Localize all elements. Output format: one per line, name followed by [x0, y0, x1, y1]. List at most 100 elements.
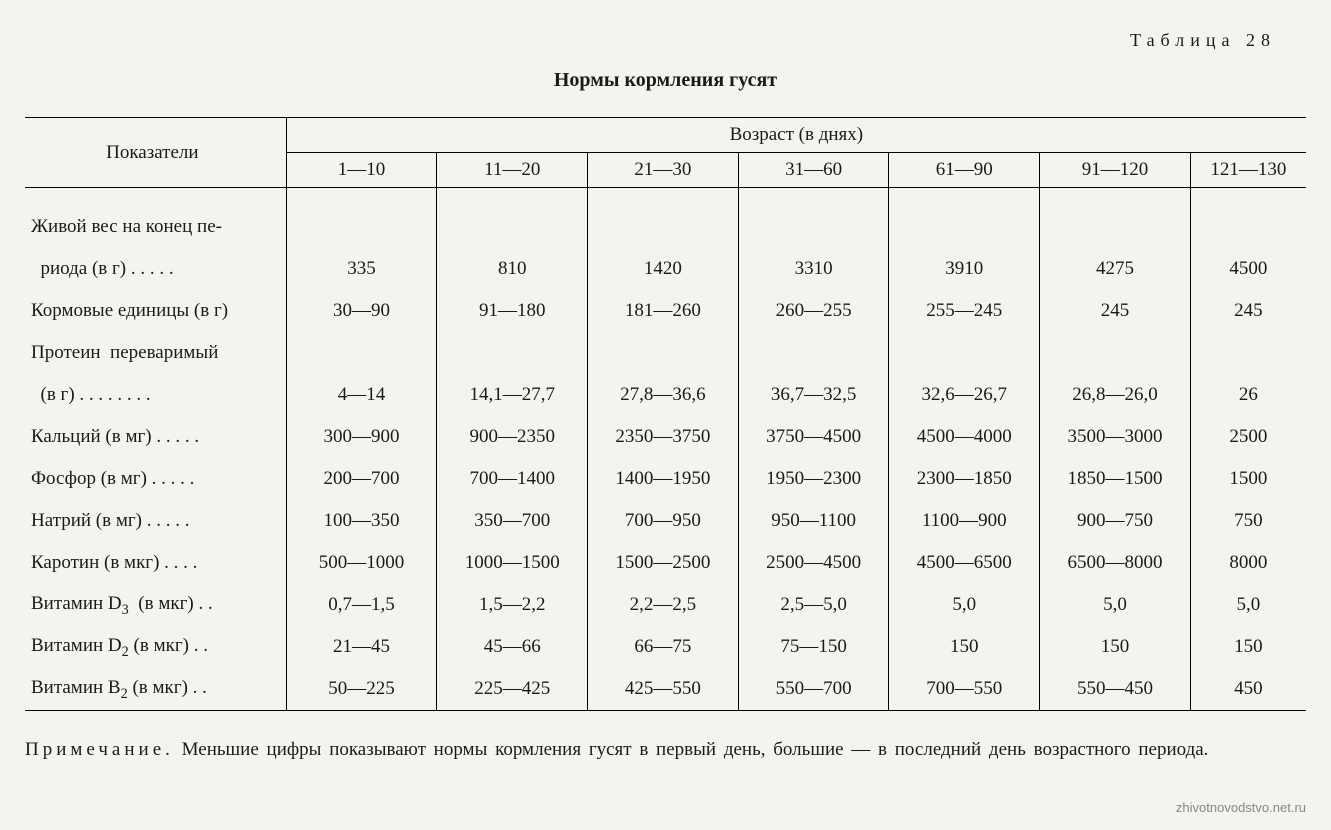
cell: 1500: [1190, 458, 1306, 500]
table-row: (в г) . . . . . . . .4—1414,1—27,727,8—3…: [25, 374, 1306, 416]
cell: [1190, 332, 1306, 374]
cell: 14,1—27,7: [437, 374, 588, 416]
row-label: Витамин B2 (в мкг) . .: [25, 668, 286, 711]
cell: 200—700: [286, 458, 437, 500]
cell: [437, 206, 588, 248]
table-row: Фосфор (в мг) . . . . .200—700700—140014…: [25, 458, 1306, 500]
cell: 255—245: [889, 290, 1040, 332]
table-row: Натрий (в мг) . . . . .100—350350—700700…: [25, 500, 1306, 542]
table-row: Кормовые единицы (в г)30—9091—180181—260…: [25, 290, 1306, 332]
header-age-group: Возраст (в днях): [286, 118, 1306, 153]
cell: [1040, 332, 1191, 374]
header-age-5: 91—120: [1040, 153, 1191, 188]
table-row: Витамин D3 (в мкг) . .0,7—1,51,5—2,22,2—…: [25, 584, 1306, 626]
cell: 225—425: [437, 668, 588, 711]
cell: 2300—1850: [889, 458, 1040, 500]
table-row: Живой вес на конец пе-: [25, 206, 1306, 248]
cell: [738, 332, 889, 374]
table-note: Примечание. Меньшие цифры показывают нор…: [25, 736, 1306, 765]
cell: 3310: [738, 248, 889, 290]
table-header: Показатели Возраст (в днях) 1—10 11—20 2…: [25, 118, 1306, 188]
cell: 1400—1950: [588, 458, 739, 500]
cell: 700—950: [588, 500, 739, 542]
row-label: Кормовые единицы (в г): [25, 290, 286, 332]
table-row: Протеин переваримый: [25, 332, 1306, 374]
cell: 6500—8000: [1040, 542, 1191, 584]
cell: 5,0: [889, 584, 1040, 626]
cell: 1950—2300: [738, 458, 889, 500]
header-age-4: 61—90: [889, 153, 1040, 188]
row-label: Витамин D3 (в мкг) . .: [25, 584, 286, 626]
row-label: риода (в г) . . . . .: [25, 248, 286, 290]
cell: 45—66: [437, 626, 588, 668]
cell: 900—2350: [437, 416, 588, 458]
cell: [1040, 206, 1191, 248]
cell: 150: [1190, 626, 1306, 668]
header-indicators: Показатели: [25, 118, 286, 188]
cell: 5,0: [1040, 584, 1191, 626]
cell: [889, 206, 1040, 248]
cell: 75—150: [738, 626, 889, 668]
cell: 4500: [1190, 248, 1306, 290]
cell: 26,8—26,0: [1040, 374, 1191, 416]
cell: [588, 206, 739, 248]
table-row: риода (в г) . . . . .3358101420331039104…: [25, 248, 1306, 290]
table-label: Таблица 28: [25, 30, 1306, 51]
row-label: Живой вес на конец пе-: [25, 206, 286, 248]
cell: 150: [1040, 626, 1191, 668]
cell: [286, 332, 437, 374]
cell: 100—350: [286, 500, 437, 542]
feeding-norms-table: Показатели Возраст (в днях) 1—10 11—20 2…: [25, 117, 1306, 711]
row-label: Натрий (в мг) . . . . .: [25, 500, 286, 542]
cell: 300—900: [286, 416, 437, 458]
watermark: zhivotnovodstvo.net.ru: [1176, 800, 1306, 815]
row-label: Каротин (в мкг) . . . .: [25, 542, 286, 584]
cell: 5,0: [1190, 584, 1306, 626]
cell: 425—550: [588, 668, 739, 711]
cell: 3750—4500: [738, 416, 889, 458]
cell: 4275: [1040, 248, 1191, 290]
cell: 32,6—26,7: [889, 374, 1040, 416]
cell: 66—75: [588, 626, 739, 668]
cell: 91—180: [437, 290, 588, 332]
row-label: Протеин переваримый: [25, 332, 286, 374]
cell: [889, 332, 1040, 374]
cell: 260—255: [738, 290, 889, 332]
cell: [437, 332, 588, 374]
cell: 550—700: [738, 668, 889, 711]
cell: 245: [1040, 290, 1191, 332]
table-row: Каротин (в мкг) . . . .500—10001000—1500…: [25, 542, 1306, 584]
cell: 900—750: [1040, 500, 1191, 542]
table-row: Кальций (в мг) . . . . .300—900900—23502…: [25, 416, 1306, 458]
cell: 3910: [889, 248, 1040, 290]
table-title: Нормы кормления гусят: [25, 69, 1306, 92]
cell: 3500—3000: [1040, 416, 1191, 458]
cell: 950—1100: [738, 500, 889, 542]
cell: 30—90: [286, 290, 437, 332]
cell: 4500—4000: [889, 416, 1040, 458]
table-body: Живой вес на конец пе- риода (в г) . . .…: [25, 188, 1306, 711]
cell: 181—260: [588, 290, 739, 332]
cell: 0,7—1,5: [286, 584, 437, 626]
cell: 335: [286, 248, 437, 290]
row-label: Фосфор (в мг) . . . . .: [25, 458, 286, 500]
cell: 500—1000: [286, 542, 437, 584]
cell: 350—700: [437, 500, 588, 542]
row-label: Кальций (в мг) . . . . .: [25, 416, 286, 458]
cell: 1100—900: [889, 500, 1040, 542]
table-row: Витамин D2 (в мкг) . .21—4545—6666—7575—…: [25, 626, 1306, 668]
cell: 1850—1500: [1040, 458, 1191, 500]
cell: 4500—6500: [889, 542, 1040, 584]
header-age-6: 121—130: [1190, 153, 1306, 188]
cell: 150: [889, 626, 1040, 668]
cell: 700—550: [889, 668, 1040, 711]
cell: 2500—4500: [738, 542, 889, 584]
header-age-3: 31—60: [738, 153, 889, 188]
cell: [286, 206, 437, 248]
row-label: (в г) . . . . . . . .: [25, 374, 286, 416]
cell: 4—14: [286, 374, 437, 416]
cell: 8000: [1190, 542, 1306, 584]
cell: 1500—2500: [588, 542, 739, 584]
table-row: Витамин B2 (в мкг) . .50—225225—425425—5…: [25, 668, 1306, 711]
cell: 810: [437, 248, 588, 290]
